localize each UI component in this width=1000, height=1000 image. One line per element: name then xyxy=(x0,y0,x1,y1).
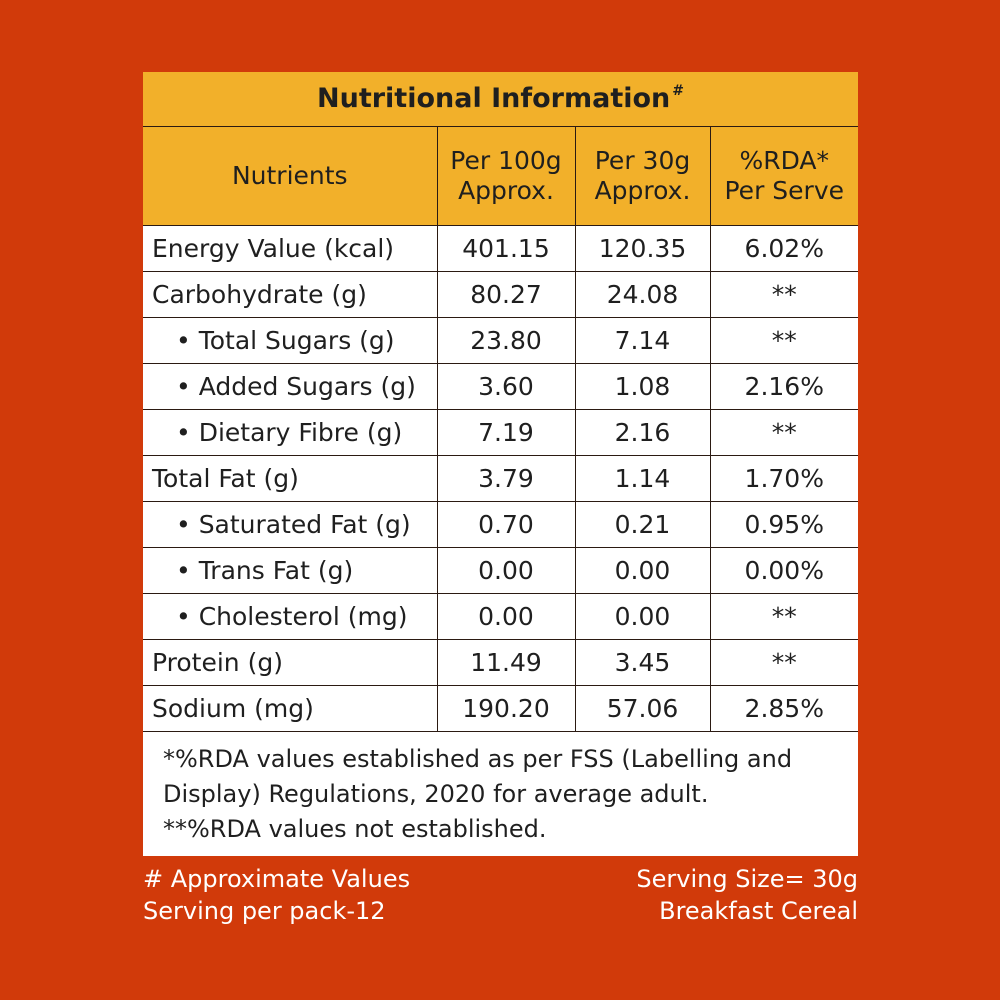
table-row: Carbohydrate (g) 80.27 24.08 ** xyxy=(143,271,859,318)
per-30g-value: 7.14 xyxy=(574,317,711,364)
nutrient-name: • Trans Fat (g) xyxy=(143,547,438,594)
nutrient-name: Energy Value (kcal) xyxy=(143,225,438,272)
nutrient-name: Carbohydrate (g) xyxy=(143,271,438,318)
nutrient-name: • Added Sugars (g) xyxy=(143,363,438,410)
rda-value: 2.85% xyxy=(709,685,859,732)
table-row: Protein (g) 11.49 3.45 ** xyxy=(143,639,859,686)
nutrient-name: Protein (g) xyxy=(143,639,438,686)
nutrition-table: Nutritional Information # Nutrients Per 1… xyxy=(143,72,859,732)
nutrient-name: • Saturated Fat (g) xyxy=(143,501,438,548)
per-30g-value: 3.45 xyxy=(574,639,711,686)
rda-notes: *%RDA values established as per FSS (Lab… xyxy=(143,732,858,847)
table-row: • Trans Fat (g) 0.00 0.00 0.00% xyxy=(143,547,859,594)
per-100g-value: 0.70 xyxy=(436,501,576,548)
per-30g-value: 1.14 xyxy=(574,455,711,502)
rda-value: 2.16% xyxy=(709,363,859,410)
rda-value: ** xyxy=(709,271,859,318)
table-title: Nutritional Information # xyxy=(143,72,859,127)
rda-value: ** xyxy=(709,409,859,456)
header-rda: %RDA* Per Serve xyxy=(709,126,859,226)
per-30g-value: 0.21 xyxy=(574,501,711,548)
table-row: • Total Sugars (g) 23.80 7.14 ** xyxy=(143,317,859,364)
per-100g-value: 190.20 xyxy=(436,685,576,732)
nutrient-name: Total Fat (g) xyxy=(143,455,438,502)
rda-value: 6.02% xyxy=(709,225,859,272)
per-30g-value: 2.16 xyxy=(574,409,711,456)
per-100g-value: 0.00 xyxy=(436,547,576,594)
table-row: Sodium (mg) 190.20 57.06 2.85% xyxy=(143,685,859,732)
title-mark: # xyxy=(672,82,685,99)
rda-value: 1.70% xyxy=(709,455,859,502)
per-30g-value: 0.00 xyxy=(574,547,711,594)
table-row: Total Fat (g) 3.79 1.14 1.70% xyxy=(143,455,859,502)
per-30g-value: 57.06 xyxy=(574,685,711,732)
note-line: *%RDA values established as per FSS (Lab… xyxy=(163,745,793,773)
per-100g-value: 23.80 xyxy=(436,317,576,364)
per-100g-value: 3.79 xyxy=(436,455,576,502)
rda-value: ** xyxy=(709,317,859,364)
table-row: • Cholesterol (mg) 0.00 0.00 ** xyxy=(143,593,859,640)
header-nutrients: Nutrients xyxy=(143,126,438,226)
rda-value: 0.00% xyxy=(709,547,859,594)
per-100g-value: 11.49 xyxy=(436,639,576,686)
nutrient-name: • Total Sugars (g) xyxy=(143,317,438,364)
per-100g-value: 7.19 xyxy=(436,409,576,456)
approximate-values-note: # Approximate Values xyxy=(143,865,411,893)
rda-value: ** xyxy=(709,593,859,640)
note-line: Display) Regulations, 2020 for average a… xyxy=(163,780,709,808)
per-100g-value: 401.15 xyxy=(436,225,576,272)
footer-left: # Approximate Values Serving per pack-12 xyxy=(143,863,410,927)
nutrient-name: • Dietary Fibre (g) xyxy=(143,409,438,456)
rda-value: ** xyxy=(709,639,859,686)
per-100g-value: 3.60 xyxy=(436,363,576,410)
product-name: Breakfast Cereal xyxy=(659,897,858,925)
header-per-30g: Per 30g Approx. xyxy=(574,126,711,226)
serving-size: Serving Size= 30g xyxy=(636,865,858,893)
table-row: • Added Sugars (g) 3.60 1.08 2.16% xyxy=(143,363,859,410)
footer-right: Serving Size= 30g Breakfast Cereal xyxy=(636,863,858,927)
table-row: • Dietary Fibre (g) 7.19 2.16 ** xyxy=(143,409,859,456)
table-row: Energy Value (kcal) 401.15 120.35 6.02% xyxy=(143,225,859,272)
nutrition-panel: Nutritional Information # Nutrients Per 1… xyxy=(143,72,859,856)
nutrient-name: • Cholesterol (mg) xyxy=(143,593,438,640)
rda-value: 0.95% xyxy=(709,501,859,548)
header-per-100g: Per 100g Approx. xyxy=(436,126,576,226)
note-line: **%RDA values not established. xyxy=(163,815,547,843)
per-100g-value: 0.00 xyxy=(436,593,576,640)
per-30g-value: 120.35 xyxy=(574,225,711,272)
per-30g-value: 0.00 xyxy=(574,593,711,640)
servings-per-pack: Serving per pack-12 xyxy=(143,897,386,925)
per-30g-value: 1.08 xyxy=(574,363,711,410)
table-row: • Saturated Fat (g) 0.70 0.21 0.95% xyxy=(143,501,859,548)
nutrient-name: Sodium (mg) xyxy=(143,685,438,732)
per-100g-value: 80.27 xyxy=(436,271,576,318)
per-30g-value: 24.08 xyxy=(574,271,711,318)
